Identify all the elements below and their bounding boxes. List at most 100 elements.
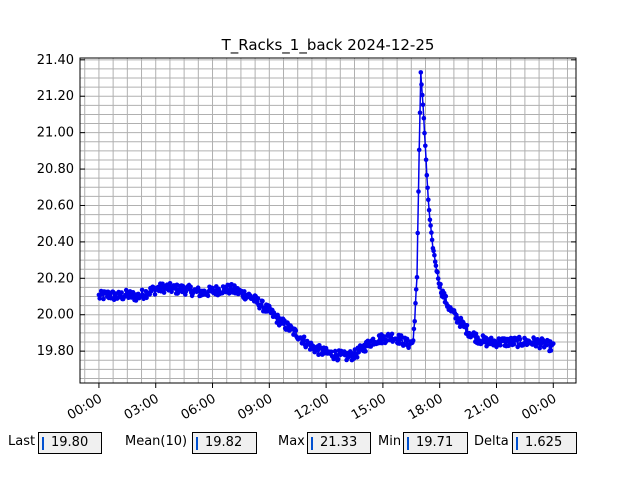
plot-frame — [79, 57, 577, 384]
data-point — [394, 336, 399, 342]
data-point — [363, 348, 368, 354]
data-point — [424, 172, 430, 178]
data-point — [548, 348, 554, 353]
y-tick-label: 20.00 — [37, 308, 74, 323]
x-tick-label: 00:00 — [65, 391, 105, 423]
data-point — [421, 115, 427, 121]
data-point — [425, 185, 430, 191]
data-point — [389, 331, 395, 337]
data-point — [416, 189, 421, 194]
data-point — [427, 217, 433, 223]
data-point — [511, 341, 517, 347]
last-value-field: 19.80 — [38, 432, 102, 454]
data-point — [101, 296, 106, 302]
x-tick-label: 21:00 — [463, 391, 503, 423]
data-point — [515, 344, 520, 350]
data-point — [423, 157, 429, 163]
y-tick-label: 20.20 — [37, 271, 74, 286]
data-point — [418, 70, 424, 75]
data-point — [431, 248, 436, 254]
data-point — [544, 342, 549, 348]
data-point — [429, 237, 435, 243]
data-point — [188, 284, 193, 290]
data-point — [533, 343, 539, 349]
data-point — [429, 230, 434, 235]
chart-title: T_Racks_1_back 2024-12-25 — [221, 36, 435, 55]
data-point — [435, 269, 440, 275]
data-point — [420, 92, 425, 98]
data-point — [242, 289, 247, 294]
x-tick-label: 03:00 — [122, 391, 162, 423]
data-point — [498, 343, 503, 348]
data-point — [426, 197, 431, 202]
x-tick-label: 18:00 — [406, 391, 446, 423]
data-point — [119, 290, 124, 295]
data-point — [404, 336, 410, 342]
x-tick-label: 09:00 — [235, 391, 275, 423]
data-point — [414, 274, 420, 280]
data-point — [464, 323, 470, 328]
min-value-field: 19.71 — [403, 432, 468, 454]
data-point — [419, 82, 424, 87]
y-tick-label: 20.80 — [37, 162, 74, 177]
data-point — [416, 147, 422, 153]
max-label: Max — [278, 434, 305, 449]
mean-value-field: 19.82 — [192, 432, 257, 454]
data-point — [432, 259, 438, 265]
series-layer — [96, 70, 556, 363]
data-point — [180, 283, 186, 289]
data-point — [97, 296, 102, 301]
data-point — [293, 328, 299, 333]
data-point — [426, 207, 432, 213]
data-point — [329, 349, 334, 355]
axis-ticks: 19.80 20.00 20.20 20.40 20.60 20.80 21.00 21.20… — [37, 53, 576, 423]
y-tick-label: 20.60 — [37, 198, 74, 213]
data-point — [517, 337, 523, 342]
delta-label: Delta — [474, 434, 509, 449]
min-label: Min — [378, 434, 402, 449]
data-point — [413, 287, 419, 292]
data-point — [412, 319, 418, 324]
data-point — [354, 355, 360, 360]
data-point — [438, 281, 443, 287]
data-point — [411, 326, 417, 332]
chart: 19.80 20.00 20.20 20.40 20.60 20.80 21.00 21.20… — [37, 36, 577, 423]
y-tick-label: 20.40 — [37, 235, 74, 250]
data-point — [435, 276, 441, 281]
data-point — [432, 252, 437, 258]
y-tick-label: 21.20 — [37, 89, 74, 104]
y-tick-label: 19.80 — [37, 344, 74, 359]
data-point — [169, 289, 174, 295]
data-point — [301, 334, 307, 340]
data-point — [413, 300, 418, 306]
x-tick-label: 00:00 — [519, 391, 559, 423]
x-tick-label: 15:00 — [349, 391, 389, 423]
chart-grid — [80, 58, 576, 383]
data-point — [551, 341, 556, 346]
max-value-field: 21.33 — [307, 432, 371, 454]
data-point — [415, 230, 421, 236]
data-point — [422, 130, 427, 136]
data-point — [433, 263, 439, 269]
x-tick-label: 06:00 — [179, 391, 219, 423]
mean-label: Mean(10) — [125, 434, 188, 449]
data-point — [260, 298, 265, 304]
data-point — [428, 223, 433, 228]
data-point — [152, 292, 158, 297]
delta-value-field: 1.625 — [512, 432, 577, 454]
data-point — [443, 293, 449, 299]
x-tick-label: 12:00 — [292, 391, 332, 423]
data-point — [473, 331, 479, 337]
data-point — [410, 338, 416, 343]
data-point — [255, 296, 261, 301]
data-point — [335, 357, 341, 362]
data-point — [205, 293, 211, 299]
y-tick-label: 21.40 — [37, 53, 74, 68]
data-point — [167, 281, 173, 286]
data-point — [139, 287, 145, 293]
data-point — [332, 348, 338, 354]
data-point — [420, 102, 426, 107]
last-label: Last — [8, 434, 36, 449]
data-point — [161, 290, 167, 295]
data-point — [417, 110, 423, 115]
